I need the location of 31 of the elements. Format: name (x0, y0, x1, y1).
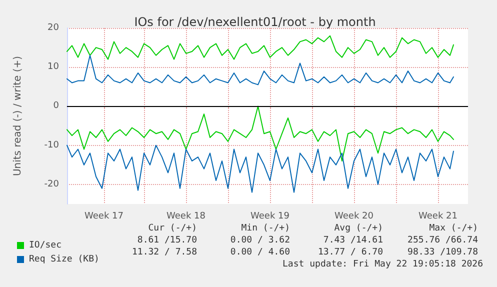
text: 13.77 / 6.70 (318, 248, 384, 258)
y-tick-label: 20 (48, 23, 60, 33)
legend-label: IO/sec (29, 240, 62, 250)
text: Min (-/+) (241, 224, 290, 234)
x-tick-label: Week 17 (84, 212, 124, 222)
line-series (66, 144, 454, 193)
x-tick-label: Week 21 (418, 212, 458, 222)
legend-label: Req Size (KB) (29, 254, 100, 264)
y-tick-label: 10 (48, 62, 60, 72)
x-tick-label: Week 18 (166, 212, 206, 222)
text: Cur (-/+) (148, 224, 198, 234)
text: 7.43 /14.61 (323, 236, 384, 246)
y-tick-label: 0 (53, 101, 60, 112)
text: 8.61 /15.70 (137, 236, 198, 246)
line-series (66, 54, 454, 86)
line-series (66, 35, 454, 60)
line-series (66, 106, 454, 162)
x-tick-label: Week 19 (250, 212, 290, 222)
text: 98.33 /109.78 (408, 248, 478, 258)
text: 255.76 /66.74 (408, 236, 478, 246)
x-tick-label: Week 20 (334, 212, 374, 222)
text: 11.32 / 7.58 (132, 248, 198, 258)
text: Max (-/+) (429, 224, 478, 234)
y-axis-title: Units read (-) / write (+) (12, 56, 24, 176)
chart-title: IOs for /dev/nexellent01/root - by month (134, 15, 376, 29)
y-tick-label: -20 (44, 179, 60, 190)
text: Avg (-/+) (334, 224, 384, 234)
text: 0.00 / 3.62 (230, 236, 290, 246)
text: 0.00 / 4.60 (230, 248, 290, 258)
text: Last update: Fri May 22 19:05:18 2026 (282, 260, 483, 270)
y-tick-label: -10 (44, 140, 60, 150)
